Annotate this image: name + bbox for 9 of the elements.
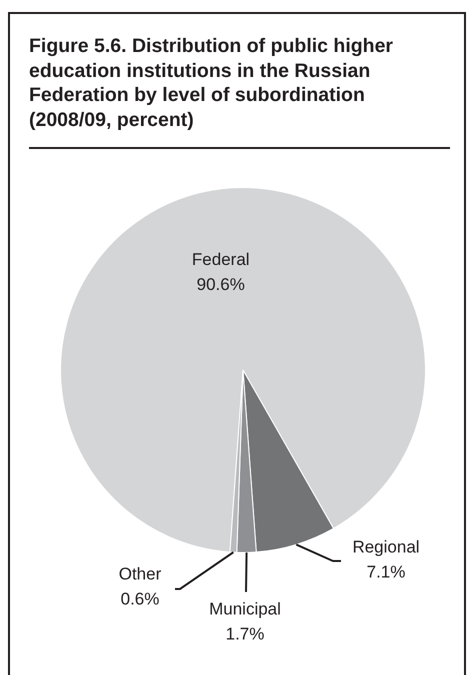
data-label: 0.6% <box>120 590 160 609</box>
slice-label: Regional <box>352 538 420 557</box>
data-label: 1.7% <box>226 624 264 644</box>
slice-label: Municipal <box>209 600 281 619</box>
slice-label: Other <box>118 564 162 584</box>
data-label: 90.6% <box>196 274 245 294</box>
slice-label: Federal <box>192 250 250 269</box>
data-label: 7.1% <box>366 562 406 582</box>
chart-title: Figure 5.6. Distribution of public higher education institutions in the Russian Federation by level of subordination (2008/09, percent) <box>29 34 394 132</box>
